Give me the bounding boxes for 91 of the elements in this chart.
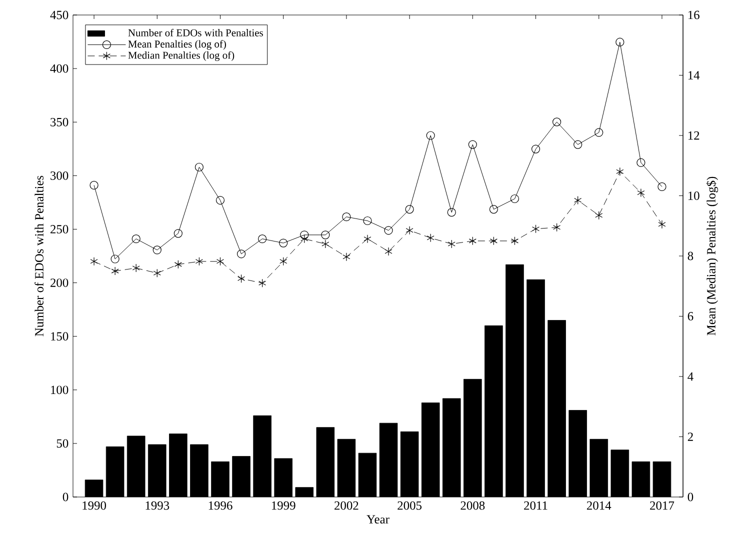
point xyxy=(406,226,414,235)
x-tick-label: 2002 xyxy=(334,501,358,510)
point xyxy=(195,257,203,266)
point xyxy=(132,234,140,244)
legend-label: Number of EDOs with Penalties xyxy=(128,28,263,36)
point xyxy=(384,247,392,256)
point xyxy=(321,230,330,240)
point xyxy=(153,268,161,278)
point xyxy=(174,229,182,238)
point xyxy=(384,226,393,235)
y-tick-label: 300 xyxy=(50,171,68,180)
point xyxy=(258,234,267,244)
point xyxy=(90,180,98,190)
point xyxy=(258,278,266,288)
y-tick-label: 250 xyxy=(50,225,68,234)
x-tick-label: 2008 xyxy=(460,501,485,510)
y2-tick-label: 0 xyxy=(688,492,694,502)
point xyxy=(300,230,309,240)
y2-tick-label: 12 xyxy=(688,131,700,140)
y2-axis-title: Mean (Median) Penalties (log$) xyxy=(706,176,718,336)
y2-tick-label: 16 xyxy=(688,10,700,20)
point xyxy=(510,194,520,204)
y-tick-label: 50 xyxy=(56,439,68,448)
point xyxy=(363,216,372,226)
point xyxy=(552,118,562,126)
point xyxy=(448,240,456,248)
point xyxy=(111,266,119,276)
point xyxy=(364,234,372,244)
x-tick-label: 1990 xyxy=(82,501,106,510)
x-tick-label: 2005 xyxy=(398,501,422,510)
point xyxy=(152,246,162,254)
y2-tick-label: 10 xyxy=(688,192,700,200)
x-tick-label: 1999 xyxy=(272,501,296,510)
x-tick-label: 2017 xyxy=(650,501,674,510)
y-tick-label: 200 xyxy=(50,278,68,287)
point xyxy=(110,254,120,264)
y-tick-label: 100 xyxy=(51,386,68,394)
x-tick-label: 1993 xyxy=(146,501,170,510)
point xyxy=(300,234,308,244)
point xyxy=(447,208,456,217)
legend-label: Median Penalties (log of) xyxy=(128,51,234,61)
point xyxy=(574,140,582,149)
point xyxy=(342,212,351,222)
point xyxy=(426,234,434,242)
y2-tick-label: 14 xyxy=(688,71,700,80)
point xyxy=(490,236,498,246)
point xyxy=(194,162,204,172)
y-tick-label: 150 xyxy=(51,332,68,341)
point xyxy=(574,196,582,205)
x-tick-label: 2014 xyxy=(586,501,612,510)
legend-label: Mean Penalties (log of) xyxy=(128,40,226,50)
point xyxy=(594,128,604,137)
point xyxy=(174,260,182,269)
point xyxy=(238,274,246,283)
point xyxy=(216,257,224,266)
point xyxy=(616,38,624,46)
point xyxy=(468,140,477,149)
y2-tick-label: 4 xyxy=(688,372,694,381)
point xyxy=(426,131,435,140)
x-axis-title: Year xyxy=(366,515,390,524)
y2-tick-label: 2 xyxy=(688,432,693,441)
point xyxy=(595,211,603,220)
point xyxy=(468,236,476,246)
y-tick-label: 400 xyxy=(50,64,68,73)
point xyxy=(658,220,666,229)
y-tick-label: 0 xyxy=(62,492,68,502)
point xyxy=(658,182,666,192)
y-tick-label: 350 xyxy=(50,118,68,126)
x-tick-label: 1996 xyxy=(208,501,232,510)
point xyxy=(322,240,330,248)
point xyxy=(553,223,561,232)
point xyxy=(342,252,350,262)
y-axis-title: Number of EDOs with Penalties xyxy=(34,176,44,336)
point xyxy=(616,167,624,176)
y2-tick-label: 8 xyxy=(688,252,694,260)
point xyxy=(280,257,288,266)
point xyxy=(531,144,540,154)
point xyxy=(636,158,646,167)
point xyxy=(90,257,98,266)
y2-tick-label: 6 xyxy=(688,312,694,320)
point xyxy=(637,188,645,198)
x-tick-label: 2011 xyxy=(524,501,548,510)
point xyxy=(236,250,246,258)
point xyxy=(405,205,414,214)
point xyxy=(216,196,225,205)
point xyxy=(132,264,140,272)
point xyxy=(510,236,518,246)
point xyxy=(489,205,498,214)
y-tick-label: 450 xyxy=(50,10,68,20)
point xyxy=(279,238,288,248)
point xyxy=(532,224,540,234)
